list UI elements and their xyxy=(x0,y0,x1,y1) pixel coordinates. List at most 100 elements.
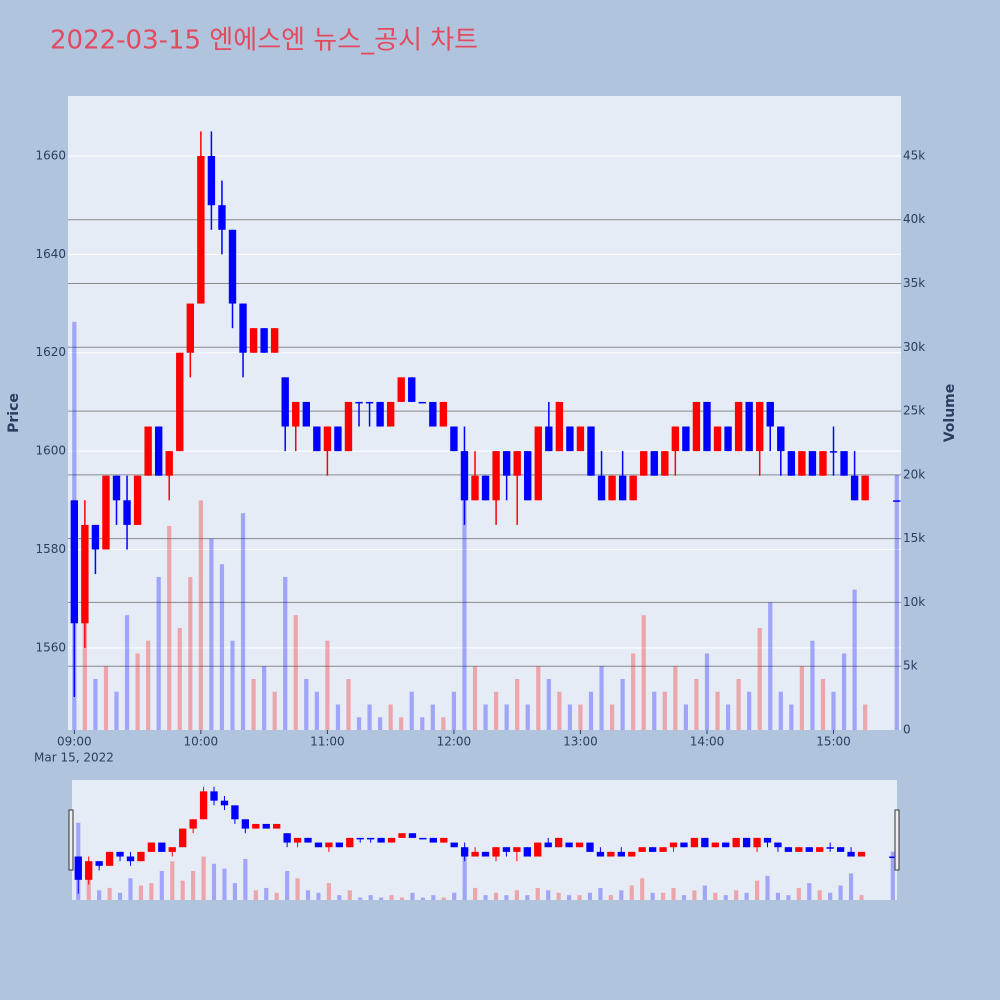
candle-body xyxy=(292,401,300,427)
candle-body xyxy=(575,842,584,848)
candle-body xyxy=(252,823,260,829)
volume-bar xyxy=(757,627,762,730)
volume-bar xyxy=(473,887,478,900)
volume-bar xyxy=(337,895,342,900)
candle-body xyxy=(805,847,813,852)
candle-body xyxy=(386,401,395,427)
volume-bar xyxy=(230,640,235,730)
candle-body xyxy=(199,791,208,820)
candle-body xyxy=(262,823,270,829)
y2-tick-label: 0 xyxy=(903,723,911,737)
candle-body xyxy=(112,475,121,501)
candle-body xyxy=(690,837,699,848)
volume-bar xyxy=(504,895,509,900)
volume-bar xyxy=(577,895,582,900)
slider-handle[interactable] xyxy=(894,809,900,871)
volume-bar xyxy=(620,678,625,730)
volume-bar xyxy=(536,666,541,730)
candle-body xyxy=(774,842,782,848)
candle-body xyxy=(650,451,658,476)
candle-body xyxy=(189,819,197,829)
volume-bar xyxy=(725,704,731,730)
volume-bar xyxy=(472,666,478,730)
y-tick-label: 1560 xyxy=(35,640,66,654)
candle-body xyxy=(356,837,364,840)
volume-bar xyxy=(838,885,843,900)
y2-tick-label: 25k xyxy=(903,404,925,418)
candle-body xyxy=(418,401,426,404)
candle-body xyxy=(534,426,542,501)
candle-body xyxy=(429,401,437,427)
candle-body xyxy=(231,805,239,820)
candle-body xyxy=(314,842,323,848)
range-slider[interactable] xyxy=(72,780,897,900)
slider-handle[interactable] xyxy=(68,809,74,871)
candle-body xyxy=(640,451,648,476)
volume-bar xyxy=(170,861,175,900)
candle-body xyxy=(722,842,730,848)
candle-body xyxy=(648,847,657,852)
candle-body xyxy=(840,451,848,476)
candle-body xyxy=(763,837,772,843)
x-date-label: Mar 15, 2022 xyxy=(34,751,114,765)
candle-body xyxy=(397,377,405,402)
volume-bar xyxy=(211,863,217,900)
volume-bar xyxy=(346,678,351,730)
volume-bar xyxy=(159,871,164,900)
volume-bar xyxy=(713,892,718,900)
volume-bar xyxy=(188,576,193,730)
volume-bar xyxy=(609,704,615,730)
volume-bar xyxy=(525,895,530,900)
candle-body xyxy=(95,861,103,866)
volume-bar xyxy=(775,892,781,900)
candle-body xyxy=(249,328,258,353)
volume-bar xyxy=(117,892,123,900)
volume-bar xyxy=(272,691,277,730)
candle-body xyxy=(566,426,574,452)
candle-body xyxy=(439,401,448,427)
volume-bar xyxy=(399,897,405,900)
candle-body xyxy=(766,401,774,427)
volume-bar xyxy=(107,887,112,900)
volume-bar xyxy=(128,878,133,900)
volume-bar xyxy=(399,717,404,730)
volume-bar xyxy=(201,856,206,900)
volume-bar xyxy=(430,704,435,730)
volume-bar xyxy=(567,895,572,900)
volume-bar xyxy=(347,890,352,900)
volume-bar xyxy=(820,678,826,730)
candle-body xyxy=(534,842,542,857)
volume-bar xyxy=(379,897,384,900)
volume-bar xyxy=(410,892,415,900)
x-tick-label: 15:00 xyxy=(816,735,851,749)
candle-body xyxy=(377,837,385,843)
candle-body xyxy=(186,303,195,353)
volume-bar xyxy=(358,897,363,900)
candle-body xyxy=(116,851,124,857)
volume-bar xyxy=(535,887,540,900)
candle-body xyxy=(836,847,845,852)
candle-body xyxy=(545,426,553,452)
candle-body xyxy=(408,833,417,838)
volume-bar xyxy=(525,704,530,730)
candle-body xyxy=(302,401,310,427)
y2-tick-label: 30k xyxy=(903,340,925,354)
plot-area xyxy=(68,96,901,730)
candle-body xyxy=(659,847,667,852)
candle-body xyxy=(618,475,627,501)
volume-bar xyxy=(149,883,154,900)
volume-bar xyxy=(389,895,394,900)
volume-bar xyxy=(556,892,561,900)
candle-body xyxy=(461,847,469,857)
candle-body xyxy=(680,842,688,848)
candle-body xyxy=(123,500,131,525)
candle-body xyxy=(784,847,793,852)
volume-bar xyxy=(124,615,130,730)
volume-bar xyxy=(546,890,551,900)
volume-bar xyxy=(251,678,256,730)
volume-bar xyxy=(683,704,689,730)
candle-body xyxy=(323,426,332,452)
candle-body xyxy=(102,475,110,550)
candle-body xyxy=(81,524,89,624)
volume-bar xyxy=(420,897,425,900)
